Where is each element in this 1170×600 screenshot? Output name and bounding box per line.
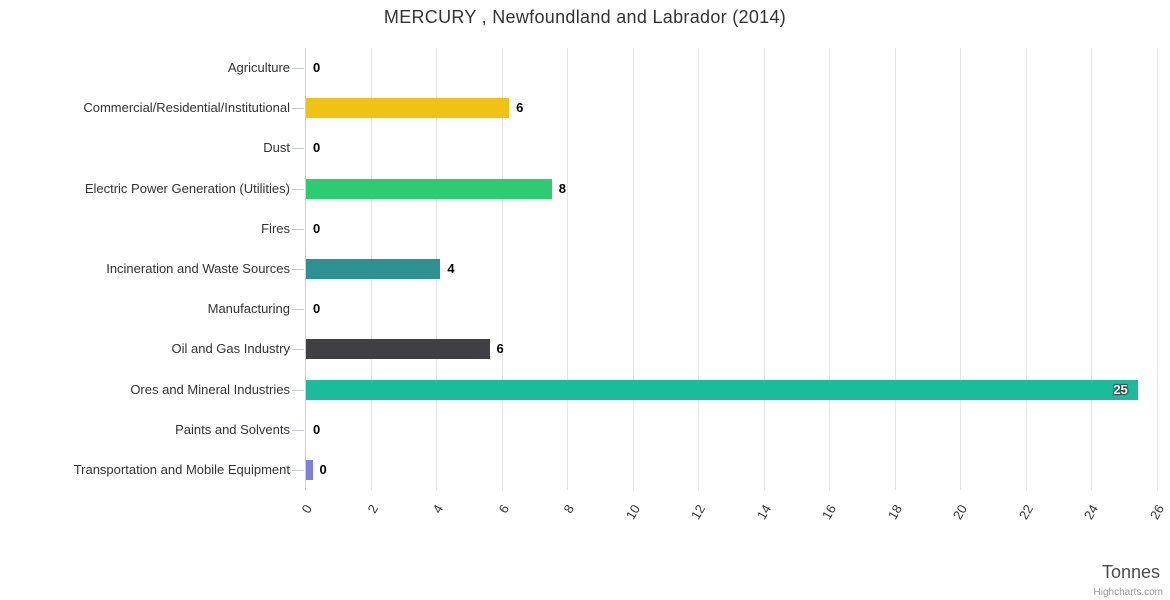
category-label: Commercial/Residential/Institutional (83, 100, 290, 116)
bar[interactable] (306, 259, 441, 279)
category-label: Transportation and Mobile Equipment (73, 461, 290, 477)
grid-line (1025, 48, 1027, 490)
bar-value-label: 0 (313, 301, 321, 317)
x-tick-label: 16 (819, 502, 840, 523)
grid-line (632, 48, 634, 490)
category-label: Oil and Gas Industry (171, 341, 291, 357)
y-tick (292, 389, 304, 391)
x-tick-label: 18 (884, 502, 905, 523)
plot-area: 0 6 0 8 0 4 0 6 25 0 0 (292, 48, 1158, 490)
bar-value-label: 6 (516, 100, 524, 116)
category-label: Fires (261, 220, 290, 236)
y-tick (292, 309, 304, 311)
bar[interactable] (306, 98, 510, 119)
x-tick-label: 26 (1146, 502, 1168, 523)
grid-line (567, 48, 569, 490)
category-label: Incineration and Waste Sources (106, 261, 290, 276)
x-tick-label: 4 (429, 502, 447, 516)
y-tick (292, 469, 304, 471)
bar-value-label: 0 (313, 220, 321, 236)
grid-line (1157, 48, 1158, 490)
x-tick-label: 8 (560, 502, 578, 516)
category-label: Manufacturing (207, 301, 290, 317)
bar-value-label: 0 (319, 461, 327, 477)
x-tick-label: 6 (495, 502, 512, 516)
grid-line (1091, 48, 1093, 490)
x-tick-label: 10 (622, 502, 643, 523)
x-tick-label: 22 (1015, 502, 1036, 523)
x-tick-label: 0 (298, 502, 316, 516)
y-tick (292, 68, 304, 70)
category-label: Electric Power Generation (Utilities) (84, 180, 290, 196)
bar[interactable] (306, 379, 1139, 400)
x-tick-label: 20 (950, 502, 971, 523)
category-label: Paints and Solvents (175, 421, 290, 437)
y-tick (292, 269, 304, 270)
bar-value-label: 25 (1113, 381, 1128, 397)
category-label: Dust (263, 140, 290, 156)
highcharts-credit[interactable]: Highcharts.com (1093, 587, 1163, 598)
bar-value-label: 6 (496, 341, 504, 357)
bar[interactable] (306, 178, 552, 199)
x-tick-label: 24 (1081, 502, 1102, 523)
category-label: Agriculture (227, 60, 290, 76)
y-tick (292, 228, 304, 230)
grid-line (894, 48, 896, 490)
grid-line (698, 48, 700, 490)
grid-line (829, 48, 831, 490)
x-tick-label: 12 (688, 502, 709, 523)
y-axis-line (305, 48, 306, 490)
y-tick (292, 108, 304, 110)
x-tick-label: 2 (363, 502, 381, 516)
bar[interactable] (306, 339, 490, 360)
x-tick-label: 14 (753, 502, 774, 523)
y-tick (292, 349, 304, 351)
grid-line (960, 48, 962, 490)
x-axis-title: Tonnes (1101, 562, 1160, 582)
grid-line (501, 48, 503, 490)
chart-title: MERCURY , Newfoundland and Labrador (201… (383, 7, 787, 27)
bar-value-label: 4 (447, 261, 455, 276)
y-tick (292, 188, 304, 190)
grid-line (763, 48, 765, 490)
bar-value-label: 0 (313, 421, 321, 437)
y-tick (292, 429, 304, 431)
bar-value-label: 0 (313, 140, 321, 156)
bar[interactable] (306, 459, 313, 480)
y-tick (292, 148, 304, 150)
category-label: Ores and Mineral Industries (130, 381, 290, 397)
bar-value-label: 0 (313, 60, 321, 76)
bar-value-label: 8 (558, 180, 566, 196)
